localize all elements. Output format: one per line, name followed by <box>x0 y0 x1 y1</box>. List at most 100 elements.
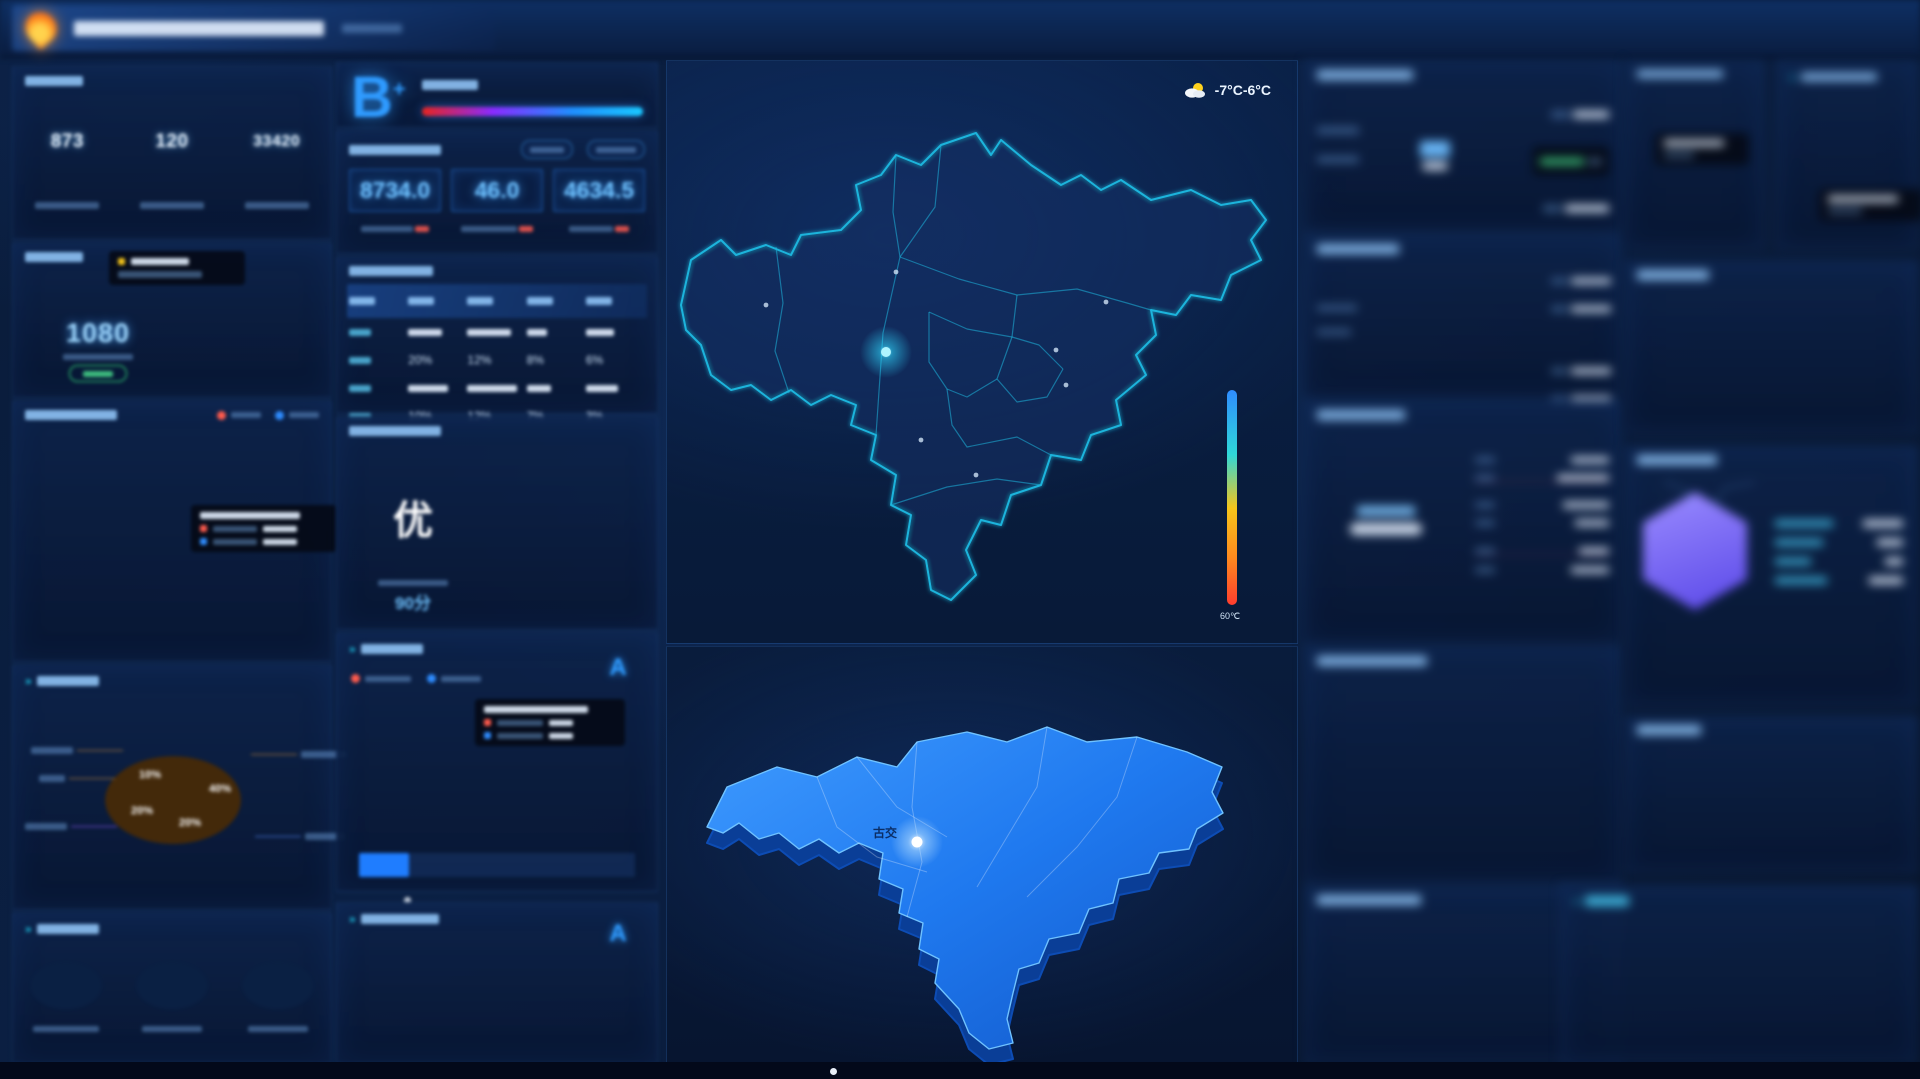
pie-chart-3d <box>105 746 241 844</box>
metric-value: 8734.0 <box>349 169 441 212</box>
mini-pie-unit <box>242 946 314 1037</box>
panel-energy-gauges: 873 120 33420 <box>12 66 332 240</box>
pie-callout <box>251 751 347 758</box>
pie-callout <box>25 823 117 830</box>
panel-bar-chart <box>1304 646 1622 883</box>
rainbow-ring-chart <box>1311 445 1461 595</box>
panel-equipment-grade: » A <box>336 902 658 1064</box>
status-pill <box>69 365 127 382</box>
donut-chart <box>1391 271 1503 383</box>
pagination-dot[interactable] <box>404 897 411 904</box>
gauge-value: 873 <box>50 131 84 152</box>
metric-value: 46.0 <box>451 169 543 212</box>
chevrons-icon: » <box>349 642 356 656</box>
district-map[interactable]: 60℃ <box>667 107 1297 637</box>
panel-heat-consumption: 8734.0 46.0 4634.5 <box>336 130 658 254</box>
chevrons-icon: » <box>1789 70 1796 84</box>
gauge-value: 33420 <box>253 133 301 150</box>
panel-hbar-blue: » <box>1776 60 1920 249</box>
gauge-unit: 33420 <box>227 94 327 214</box>
legend-toggle[interactable] <box>275 410 319 420</box>
legend-toggle[interactable] <box>427 674 481 683</box>
pie-label: 40% <box>209 783 232 795</box>
table-header <box>347 284 647 318</box>
pagination-dot[interactable] <box>830 1068 837 1075</box>
pie-callout <box>31 747 123 754</box>
chevrons-icon: » <box>349 912 356 926</box>
panel-table-secondary <box>1624 715 1918 874</box>
pie-callout <box>39 775 115 782</box>
temperature-scale-bar <box>1227 390 1237 605</box>
network-map-3d[interactable]: 古交 <box>667 647 1297 1063</box>
ring-gauge: 33420 <box>229 94 325 190</box>
scale-max-label: 60℃ <box>1220 611 1240 621</box>
score-ring: 优 <box>365 469 461 565</box>
hbar-chart <box>1625 82 1763 84</box>
panel-3d-network-map: 古交 <box>666 646 1298 1064</box>
hub-label: 古交 <box>873 825 897 840</box>
table-row <box>347 318 647 346</box>
gauge-value: 1080 <box>65 318 131 348</box>
gauge-value: 120 <box>155 131 189 152</box>
dual-ring-chart <box>1375 95 1495 215</box>
temperature-range: -7°C-6°C <box>1214 82 1271 98</box>
panel-donut-breakdown <box>1304 234 1622 402</box>
bar-line-chart <box>1315 676 1611 854</box>
bottom-bar <box>0 1062 1920 1079</box>
panel-heat-score: 优 90分 <box>336 416 658 630</box>
score-points: 90分 <box>395 594 431 613</box>
panel-district-map: -7°C-6°C <box>666 60 1298 644</box>
legend-toggle[interactable] <box>217 410 261 420</box>
grade-a-badge: A <box>609 654 627 681</box>
app-logo-bar <box>12 5 495 51</box>
donut-gauge-1080: 1080 <box>39 291 157 409</box>
metric-value: 4634.5 <box>553 169 645 212</box>
tooltip <box>1655 133 1749 165</box>
panel-statistics-pie: » 40% 20% 20% 10% <box>12 664 347 910</box>
panel-table-ranking <box>1624 260 1918 434</box>
gauge-unit: 120 <box>122 94 222 214</box>
top-navigation-bar <box>0 0 1920 58</box>
mini-pie-unit <box>30 946 102 1037</box>
chart-legend <box>337 660 657 683</box>
panel-energy-cost: 1080 <box>12 242 332 398</box>
panel-energy-grade: B+ <box>336 62 658 128</box>
logo-flame-icon <box>19 6 63 50</box>
hub-node[interactable] <box>911 836 923 848</box>
hbar-chart <box>1777 88 1917 90</box>
panel-hexagon <box>1624 445 1918 707</box>
chevrons-icon: » <box>1573 894 1580 908</box>
weather-display: -7°C-6°C <box>1182 81 1271 99</box>
tooltip <box>109 251 245 285</box>
selected-city-dot[interactable] <box>881 347 891 357</box>
chart-legend <box>217 410 319 420</box>
legend-toggle[interactable] <box>351 674 411 683</box>
panel-table-bottom: » <box>1560 884 1918 1064</box>
panel-hbar-green <box>1624 60 1764 249</box>
grade-a-badge: A <box>609 920 627 947</box>
scrollbar-thumb[interactable] <box>359 853 409 877</box>
hexagon-callouts <box>1664 481 1756 511</box>
filter-button[interactable] <box>587 140 645 159</box>
pie-callout <box>255 833 345 840</box>
table-row <box>347 374 647 402</box>
chevrons-icon: » <box>25 674 32 688</box>
chart-scrollbar[interactable] <box>359 853 635 877</box>
table-row: 20% 12% 8% 6% <box>347 346 647 374</box>
panel-dual-ring <box>1304 60 1622 232</box>
tooltip <box>1819 189 1920 221</box>
pie-label: 10% <box>139 769 162 781</box>
ring-gauge: 120 <box>124 94 220 190</box>
app-title-blurred <box>74 20 324 36</box>
mini-pie-unit <box>136 946 208 1037</box>
panel-rainbow-ring <box>1304 400 1622 644</box>
gauge-unit: 873 <box>17 94 117 214</box>
filter-button[interactable] <box>521 140 573 159</box>
ring-detail-rows <box>1475 445 1609 585</box>
score-grade: 优 <box>393 499 433 543</box>
pie-label: 20% <box>131 805 154 817</box>
chevrons-icon: » <box>25 922 32 936</box>
panel-impact-pies: » <box>12 912 332 1064</box>
hexagon-stats <box>1775 508 1903 596</box>
